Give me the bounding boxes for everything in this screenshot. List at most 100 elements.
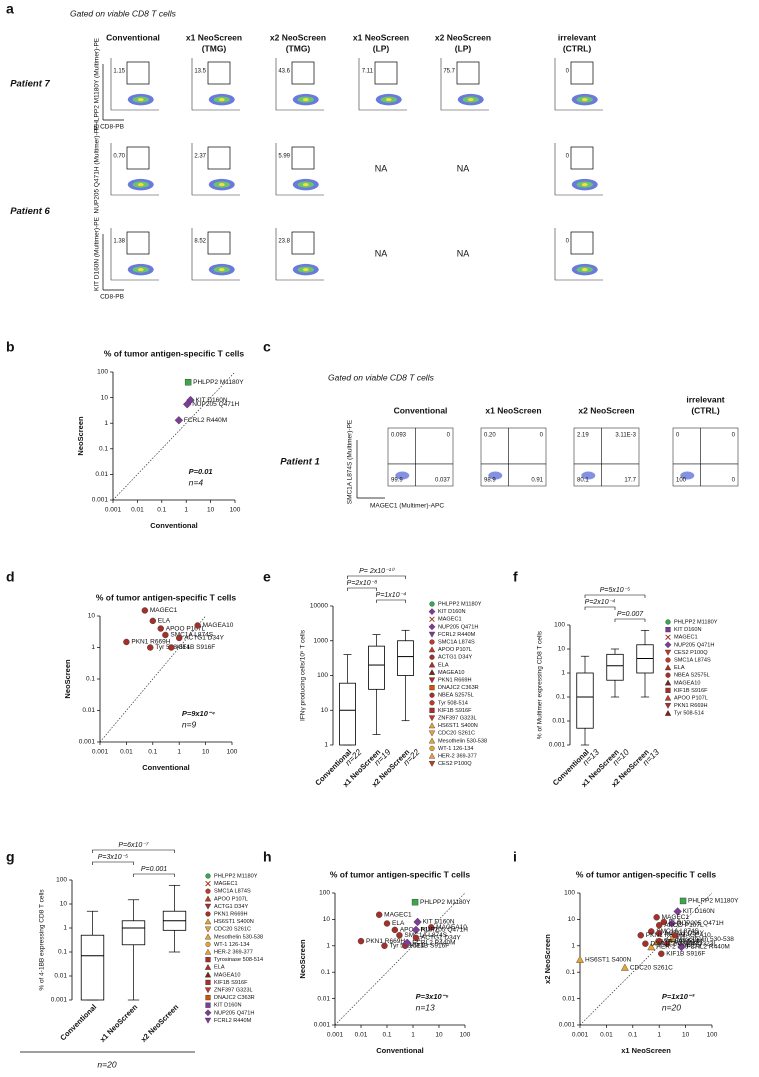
y-axis-title: NeoScreen xyxy=(76,416,85,456)
not-available: NA xyxy=(457,163,470,173)
legend-label: PHLPP2 M1180Y xyxy=(438,601,482,607)
x-tick-label: x1 NeoScreen xyxy=(98,1002,140,1044)
legend-marker xyxy=(205,873,211,879)
x-tick-label: Conventional xyxy=(58,1002,98,1042)
point-label: SMC1A L874S xyxy=(404,932,447,939)
legend-label: Tyr 508-514 xyxy=(438,700,468,706)
legend-label: CES2 P100Q xyxy=(438,761,472,767)
legend-marker xyxy=(428,737,436,744)
legend-label: HER-2 369-377 xyxy=(214,949,253,955)
y-axis-label: NUP205 Q471H (Multimer)-PE xyxy=(94,124,101,214)
flow-cloud xyxy=(581,183,588,187)
data-point xyxy=(396,932,403,939)
data-point xyxy=(427,924,435,931)
p-value: P=2x10⁻⁸ xyxy=(347,580,378,587)
point-label: PHLPP2 M1180Y xyxy=(688,898,739,905)
flow-gate xyxy=(207,231,231,255)
flow-gate xyxy=(126,61,150,85)
y-tick-label: 0.1 xyxy=(58,949,67,956)
x-tick-label: 0.001 xyxy=(327,1032,344,1039)
box xyxy=(339,682,356,746)
annotation: n=20 xyxy=(662,1002,681,1012)
legend-marker xyxy=(204,903,212,910)
flow-percent: 0 xyxy=(566,239,570,245)
panel-letter: d xyxy=(6,569,15,585)
data-point xyxy=(663,940,671,947)
legend-marker xyxy=(204,963,212,970)
y-tick-label: 10 xyxy=(60,901,68,908)
point-label: APOO P107L xyxy=(664,922,704,929)
data-point xyxy=(411,898,419,906)
point-label: MAGEA10 xyxy=(203,622,234,629)
x-tick-label: 0.001 xyxy=(92,749,109,756)
data-point xyxy=(375,911,383,918)
not-available: NA xyxy=(375,163,388,173)
point-label: MAGEA10 xyxy=(436,924,467,931)
y-tick-label: 0.001 xyxy=(314,1022,331,1029)
flow-cloud xyxy=(302,98,309,102)
x-tick-label: 100 xyxy=(230,507,241,514)
legend-marker xyxy=(205,880,211,887)
data-point xyxy=(658,950,665,957)
legend-marker xyxy=(429,692,435,698)
legend-marker xyxy=(665,634,671,640)
legend-label: PKN1 R669H xyxy=(438,677,472,683)
y-tick-label: 100 xyxy=(564,890,575,897)
x-axis-title: x1 NeoScreen xyxy=(621,1046,671,1055)
legend-marker xyxy=(428,677,436,684)
x-tick-label: 0.1 xyxy=(148,749,157,756)
legend-label: HS6ST1 S400N xyxy=(438,723,478,729)
flow-percent: 5.99 xyxy=(278,154,290,160)
annotation: n=4 xyxy=(189,477,204,487)
point-label: NUP205 Q471H xyxy=(192,401,239,408)
x-axis-title: Conventional xyxy=(142,763,190,772)
comparison-bracket xyxy=(584,606,616,610)
p-value: P=5x10⁻⁵ xyxy=(600,587,631,594)
y-tick-label: 1 xyxy=(326,943,330,950)
quadrant-percent: 98.9 xyxy=(484,478,496,484)
point-label: SMC1A L874S xyxy=(170,632,213,639)
flow-gate xyxy=(291,146,315,170)
legend-marker xyxy=(204,895,212,902)
point-label: KIF1B S916F xyxy=(176,644,215,651)
y-axis-label: PHLPP2 M1180Y (Multimer)-PE xyxy=(94,37,101,130)
p-value: P= 2x10⁻¹⁰ xyxy=(359,567,395,575)
quadrant-percent: 0.093 xyxy=(391,433,407,439)
legend-marker xyxy=(429,707,435,714)
legend-marker xyxy=(205,941,211,948)
flow-cloud xyxy=(302,183,309,187)
data-point xyxy=(157,625,164,632)
gate-note: Gated on viable CD8 T cells xyxy=(70,8,177,18)
y-tick-label: 10 xyxy=(568,916,576,923)
x-tick-label: 1 xyxy=(657,1032,661,1039)
flow-axes xyxy=(554,228,603,281)
annotation: P=9x10⁻⁴ xyxy=(182,709,215,718)
legend-marker xyxy=(428,722,436,729)
x-axis-title: Conventional xyxy=(376,1046,424,1055)
legend-label: ACTG1 D34Y xyxy=(214,904,248,910)
column-header: x2 NeoScreen xyxy=(578,405,634,415)
legend-marker xyxy=(429,745,435,752)
flow-gate xyxy=(570,146,594,170)
legend-marker xyxy=(664,679,672,686)
legend-label: ZNF397 G323L xyxy=(438,715,477,721)
x-tick-label: 0.01 xyxy=(600,1032,613,1039)
box xyxy=(397,640,414,676)
x-tick-label: 10 xyxy=(202,749,210,756)
legend-marker xyxy=(429,654,435,660)
quadrant-percent: 0 xyxy=(732,478,736,484)
data-point xyxy=(168,644,175,651)
point-label: PKN1 R669H xyxy=(646,932,685,939)
point-label: PHLPP2 M1180Y xyxy=(420,899,471,906)
p-value: P=0.001 xyxy=(141,866,167,873)
y-tick-label: 0.001 xyxy=(92,497,109,504)
y-tick-label: 0.01 xyxy=(317,995,330,1002)
column-header: (LP) xyxy=(373,43,390,53)
chart-title: % of tumor antigen-specific T cells xyxy=(576,869,717,879)
data-point xyxy=(381,942,388,949)
column-header: x2 NeoScreen xyxy=(435,32,491,42)
legend-label: ELA xyxy=(214,965,225,971)
footnote: n=20 xyxy=(97,1059,116,1069)
quadrant-percent: 3.11E-3 xyxy=(615,433,636,439)
